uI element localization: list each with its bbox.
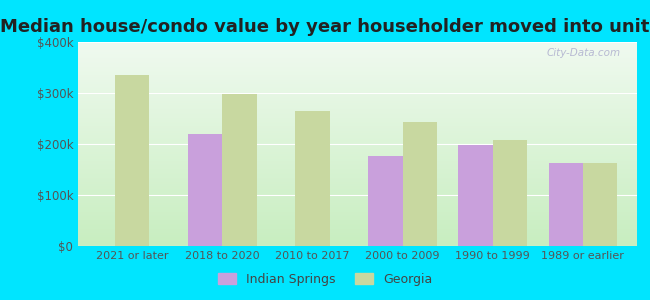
Bar (222, 94, 257, 246)
Bar (493, 140, 527, 246)
Bar (115, 75, 150, 246)
Bar (402, 122, 437, 246)
Bar (458, 145, 493, 246)
Bar (583, 164, 617, 246)
Text: City-Data.com: City-Data.com (546, 48, 620, 58)
Bar (369, 156, 402, 246)
Bar (549, 163, 583, 246)
Text: Median house/condo value by year householder moved into unit: Median house/condo value by year househo… (0, 18, 650, 36)
Bar (295, 111, 330, 246)
Bar (188, 134, 222, 246)
Legend: Indian Springs, Georgia: Indian Springs, Georgia (213, 268, 437, 291)
